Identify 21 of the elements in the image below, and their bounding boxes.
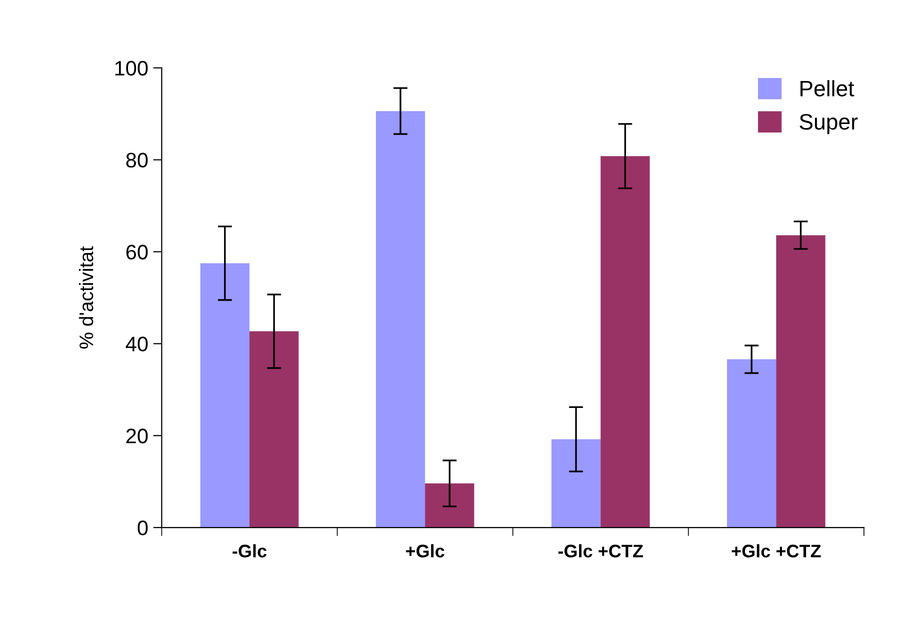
y-tick-label: 60 xyxy=(126,244,148,260)
y-tick-label: 40 xyxy=(126,336,148,352)
bar xyxy=(376,111,426,528)
x-tick-label: -Glc xyxy=(232,544,267,558)
y-tick-label: 20 xyxy=(126,428,148,444)
y-tick-label: 100 xyxy=(115,60,148,76)
y-tick-label: 80 xyxy=(126,152,148,168)
bar xyxy=(727,359,776,528)
legend-label: Pellet xyxy=(800,80,854,96)
legend-label: Super xyxy=(800,114,858,134)
y-tick-label: 0 xyxy=(138,520,148,536)
bar xyxy=(249,331,299,528)
bar xyxy=(600,156,650,528)
x-tick-label: -Glc +CTZ xyxy=(558,544,643,558)
x-tick-label: +Glc xyxy=(406,544,444,558)
bar xyxy=(200,263,250,528)
bar xyxy=(425,483,474,528)
y-axis-title: % d'activitat xyxy=(78,246,94,349)
bar xyxy=(776,235,826,528)
bar xyxy=(551,439,601,528)
x-tick-label: +Glc +CTZ xyxy=(732,544,821,558)
